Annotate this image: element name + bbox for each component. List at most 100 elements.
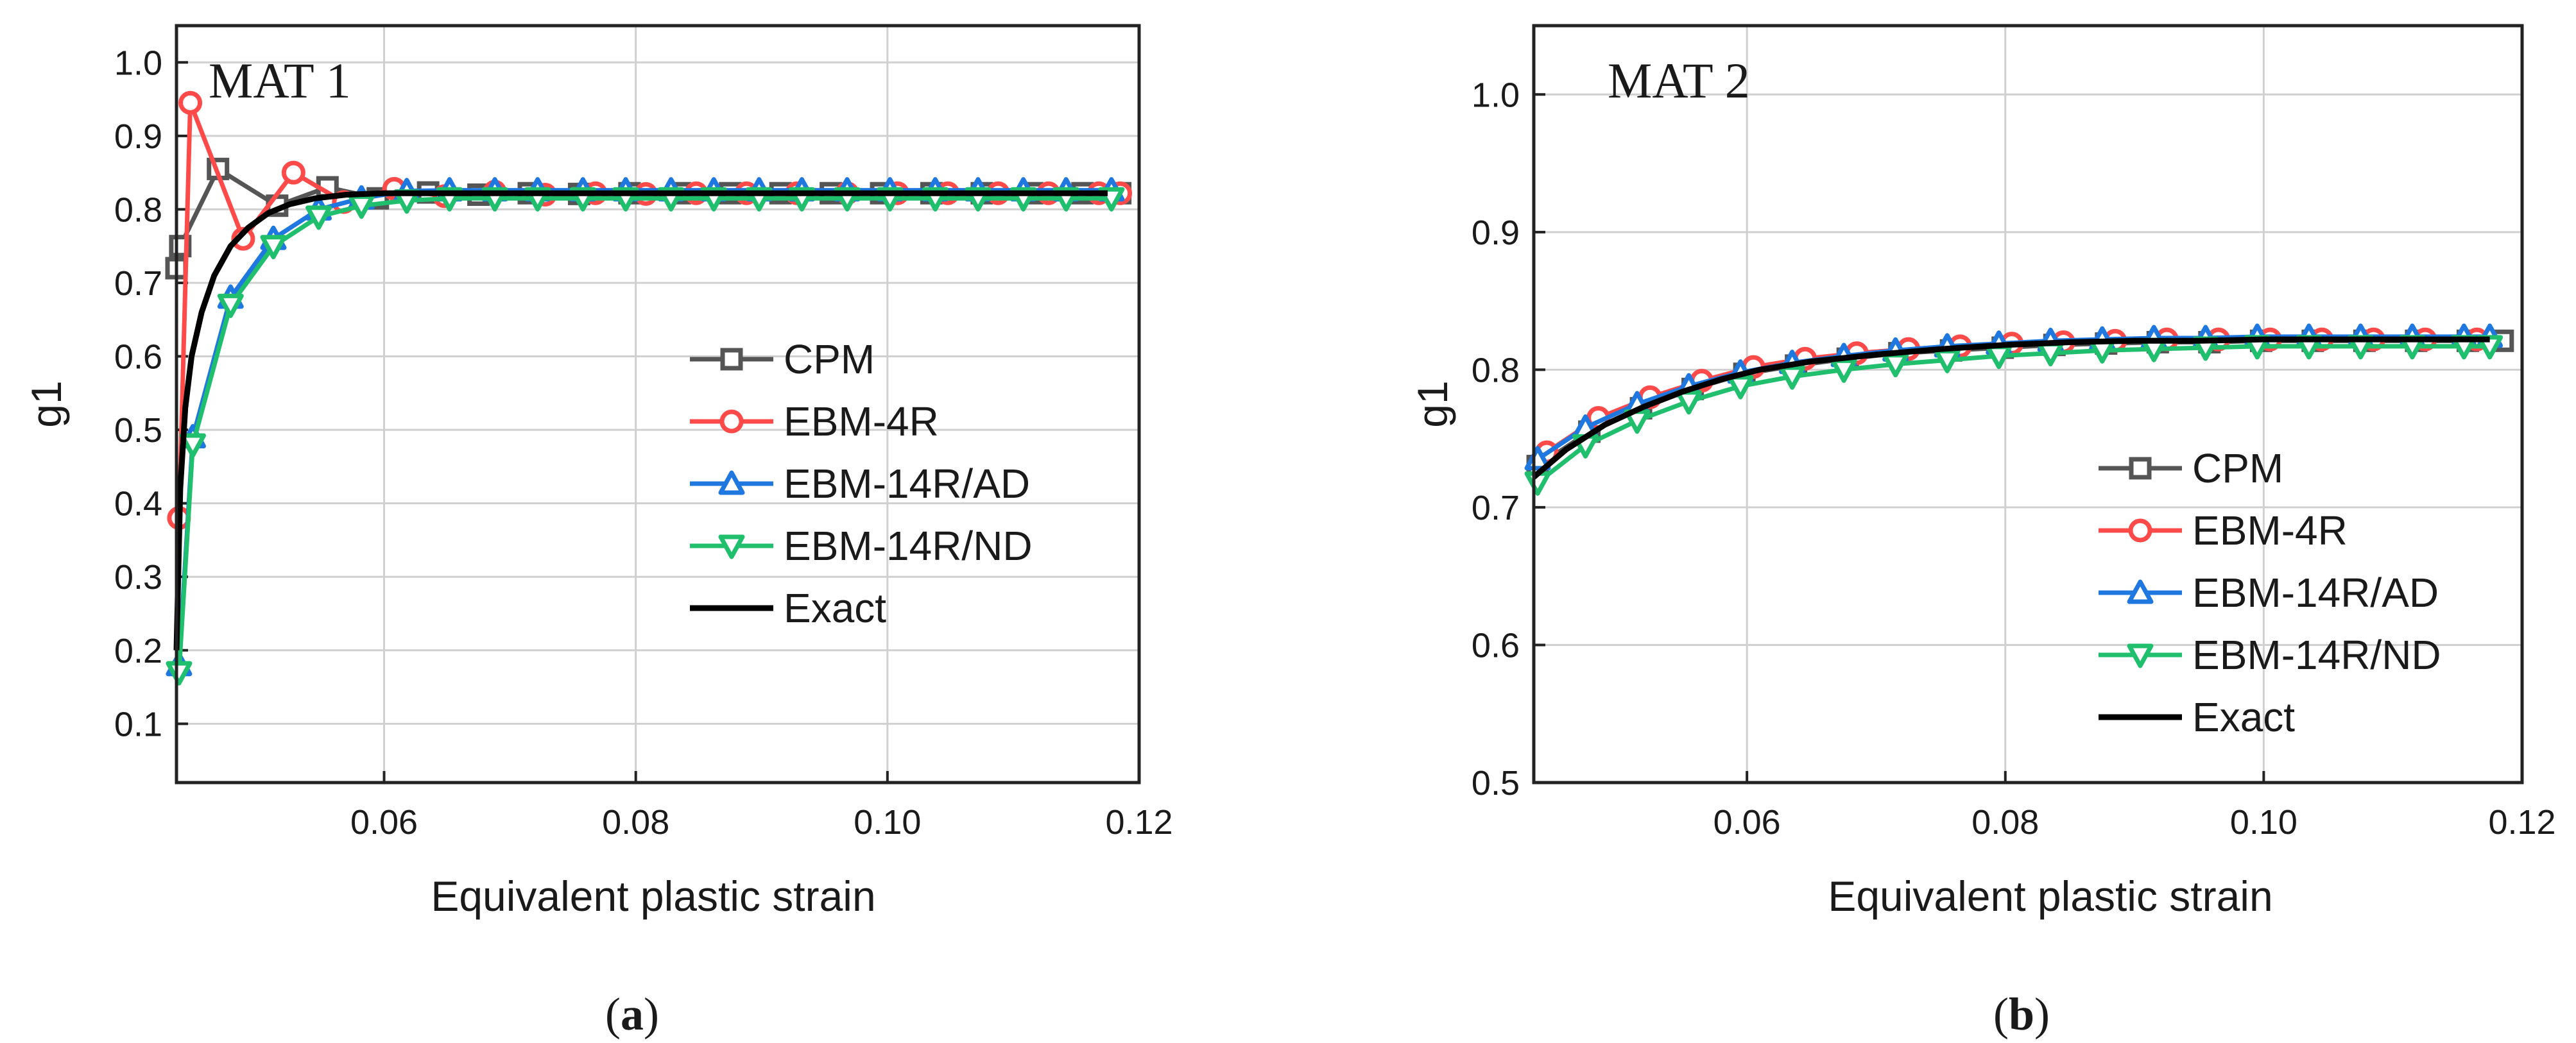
data-point — [260, 235, 287, 260]
data-point — [1934, 348, 1961, 373]
data-point — [166, 661, 193, 686]
y-tick-label: 1.0 — [114, 44, 162, 82]
x-tick-label: 0.08 — [1971, 803, 2039, 842]
chart-title: MAT 2 — [1608, 53, 1750, 108]
y-tick-label: 0.8 — [1472, 351, 1520, 389]
legend-marker — [718, 470, 745, 495]
data-point — [217, 293, 244, 318]
series-line — [176, 100, 1121, 518]
series-exact — [1532, 336, 2490, 480]
series-line — [1536, 344, 2490, 485]
legend-item: EBM-4R — [2099, 507, 2348, 554]
caption-paren-open: ( — [605, 988, 621, 1040]
y-tick-label: 0.8 — [114, 191, 162, 229]
y-tick-label: 0.7 — [1472, 489, 1520, 527]
legend-marker — [720, 348, 743, 371]
x-tick-label: 0.12 — [1105, 803, 1172, 842]
y-tick-label: 0.9 — [1472, 214, 1520, 252]
legend-item: Exact — [690, 585, 886, 631]
y-tick-label: 0.1 — [114, 705, 162, 743]
y-tick-label: 0.3 — [114, 558, 162, 597]
legend-label: EBM-14R/ND — [784, 523, 1033, 569]
plot-frame — [175, 24, 1141, 784]
panel-caption: (b) — [1993, 988, 2050, 1040]
x-tick-label: 0.06 — [350, 803, 418, 842]
series-line — [173, 190, 1108, 650]
legend-item: EBM-14R/AD — [690, 461, 1030, 507]
legend-label: EBM-4R — [2192, 507, 2348, 554]
series-line — [1532, 336, 2490, 480]
x-axis-label: Equivalent plastic strain — [1828, 872, 2272, 920]
series-exact — [173, 190, 1108, 650]
legend-label: CPM — [2192, 445, 2283, 491]
panel-caption: (a) — [605, 988, 659, 1040]
series-line — [176, 188, 1112, 665]
series-ebm-14r-nd — [166, 187, 1125, 686]
y-axis-label: g1 — [22, 380, 70, 427]
legend-marker — [2127, 579, 2154, 604]
legend-label: Exact — [2192, 694, 2295, 740]
data-point — [178, 90, 203, 115]
data-point — [1830, 358, 1857, 383]
series-line — [176, 196, 1112, 673]
caption-paren-close: ) — [644, 988, 659, 1040]
caption-paren-close: ) — [2034, 988, 2050, 1040]
legend-label: Exact — [784, 585, 886, 631]
y-tick-label: 0.6 — [114, 338, 162, 377]
caption-paren-open: ( — [1993, 988, 2009, 1040]
legend-item: EBM-4R — [690, 398, 939, 445]
data-point — [179, 433, 206, 458]
series-ebm-14r-nd — [1524, 335, 2503, 496]
x-tick-label: 0.06 — [1713, 803, 1781, 842]
data-point — [281, 160, 305, 185]
x-axis-label: Equivalent plastic strain — [431, 872, 875, 920]
legend-item: EBM-14R/ND — [2099, 632, 2441, 678]
y-tick-label: 0.6 — [1472, 626, 1520, 665]
data-point — [1986, 344, 2013, 369]
legend-label: EBM-14R/AD — [784, 461, 1030, 507]
chart-panel-b: 0.06 0.08 0.10 0.12 0.5 0.6 0.7 0.8 0.9 1.0 MAT 2 E… — [1409, 24, 2556, 1040]
legend-marker — [2128, 518, 2152, 543]
series-ebm-14r-ad — [166, 177, 1125, 677]
data-point — [2037, 342, 2064, 367]
legend-marker — [2129, 457, 2152, 480]
x-tick-label: 0.12 — [2488, 803, 2555, 842]
grid — [176, 26, 1140, 783]
legend-label: EBM-4R — [784, 398, 939, 445]
y-tick-label: 0.5 — [114, 411, 162, 450]
data-point — [1779, 365, 1806, 390]
legend-label: EBM-14R/AD — [2192, 570, 2439, 616]
data-point — [348, 194, 375, 219]
y-tick-label: 0.2 — [114, 632, 162, 670]
legend: CPM EBM-4R EBM-14R/AD EBM-14R/ND Exact — [2099, 445, 2441, 740]
data-point — [1676, 390, 1703, 415]
legend-item: Exact — [2099, 694, 2295, 740]
legend-marker — [718, 534, 745, 559]
y-tick-label: 0.7 — [114, 264, 162, 303]
legend-item: EBM-14R/AD — [2099, 570, 2439, 616]
y-axis-label: g1 — [1409, 380, 1456, 427]
chart-title: MAT 1 — [209, 53, 351, 108]
y-tick-label: 0.4 — [114, 485, 162, 523]
legend-label: EBM-14R/ND — [2192, 632, 2441, 678]
data-point — [1727, 375, 1754, 400]
legend-item: EBM-14R/ND — [690, 523, 1033, 569]
legend-marker — [2127, 643, 2154, 668]
legend: CPM EBM-4R EBM-14R/AD EBM-14R/ND Exact — [690, 336, 1033, 631]
legend-item: CPM — [2099, 445, 2283, 491]
chart-panel-a: 0.06 0.08 0.10 0.12 0.1 0.2 0.3 0.4 0.5 0.6 0.7 0.8… — [22, 24, 1173, 1040]
caption-letter: b — [2009, 988, 2034, 1040]
x-tick-label: 0.10 — [2230, 803, 2297, 842]
legend-label: CPM — [784, 336, 875, 382]
x-tick-label: 0.08 — [602, 803, 669, 842]
legend-marker — [719, 409, 744, 434]
y-tick-label: 0.5 — [1472, 764, 1520, 802]
data-point — [305, 205, 332, 230]
plot-frame — [1532, 24, 2524, 784]
x-tick-label: 0.10 — [854, 803, 921, 842]
data-point — [1882, 353, 1909, 378]
y-tick-label: 0.9 — [114, 117, 162, 156]
caption-letter: a — [621, 988, 644, 1040]
legend-item: CPM — [690, 336, 875, 382]
